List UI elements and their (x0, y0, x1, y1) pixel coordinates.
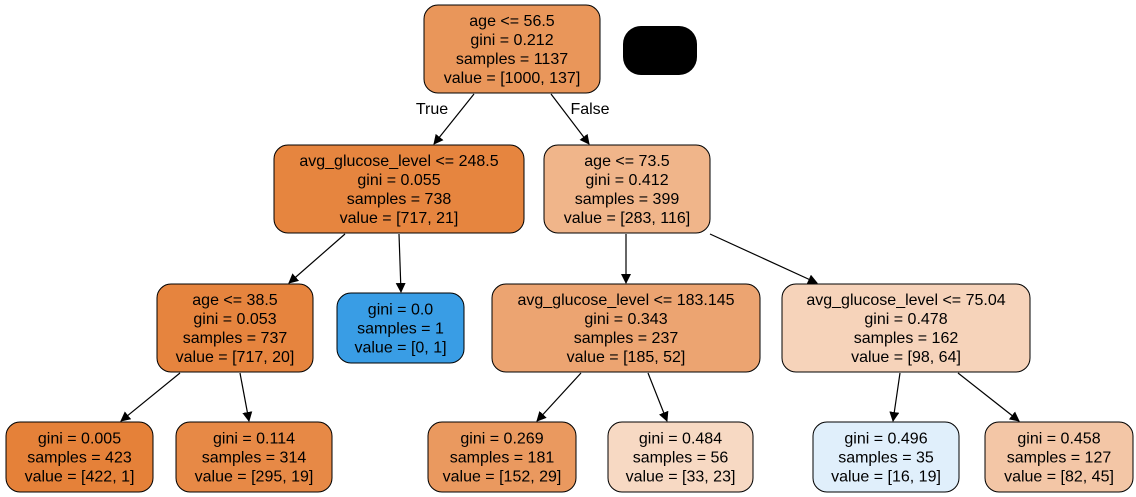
node-text-line: samples = 1 (357, 321, 444, 338)
node-text-line: gini = 0.212 (470, 32, 553, 49)
edge-right-rr (709, 233, 818, 284)
node-text-line: samples = 56 (633, 450, 729, 467)
black-legend-box (623, 26, 697, 75)
node-text-line: gini = 0.496 (844, 431, 927, 448)
node-box (781, 283, 1031, 373)
node-text-line: value = [717, 21] (340, 210, 459, 227)
node-box (543, 144, 711, 234)
node-text-line: gini = 0.484 (639, 431, 722, 448)
edge-left-ll (288, 233, 346, 284)
tree-node-right: age <= 73.5 gini = 0.412 samples = 399 valu… (543, 144, 711, 234)
node-text-line: value = [1000, 137] (444, 70, 581, 87)
edges-layer: True False (120, 93, 1020, 422)
node-text-line: value = [33, 23] (626, 469, 736, 486)
node-text-line: avg_glucose_level <= 183.145 (517, 292, 734, 309)
node-text-line: samples = 127 (1007, 450, 1112, 467)
node-text-line: avg_glucose_level <= 75.04 (806, 292, 1005, 309)
edge-root-right (550, 93, 590, 145)
node-text-line: gini = 0.114 (213, 431, 295, 448)
node-text-line: value = [16, 19] (831, 469, 941, 486)
node-box (491, 283, 761, 373)
node-text-line: value = [295, 19] (195, 469, 314, 486)
tree-node-ll: age <= 38.5 gini = 0.053 samples = 737 valu… (156, 283, 314, 373)
node-text-line: avg_glucose_level <= 248.5 (299, 153, 498, 170)
node-text-line: samples = 399 (575, 191, 680, 208)
node-text-line: gini = 0.343 (584, 311, 667, 328)
node-text-line: gini = 0.412 (585, 172, 668, 189)
node-text-line: samples = 35 (838, 450, 934, 467)
node-box (812, 421, 960, 493)
edge-rr-rrr (957, 372, 1020, 422)
node-text-line: value = [283, 116] (564, 210, 690, 227)
edge-left-lr (395, 233, 406, 293)
node-text-line: samples = 423 (27, 450, 132, 467)
edge-ll-llr (239, 372, 253, 422)
node-text-line: value = [152, 29] (443, 469, 562, 486)
node-text-line: value = [422, 1] (25, 469, 135, 486)
tree-node-rlr: gini = 0.484 samples = 56 value = [33, 23] (607, 421, 754, 493)
tree-node-rrr: gini = 0.458 samples = 127 value = [82, 45… (984, 421, 1134, 493)
node-text-line: age <= 38.5 (192, 292, 278, 309)
node-text-line: samples = 738 (347, 191, 452, 208)
node-text-line: gini = 0.053 (193, 311, 276, 328)
tree-node-rrl: gini = 0.496 samples = 35 value = [16, 19] (812, 421, 960, 493)
node-text-line: gini = 0.005 (38, 431, 121, 448)
node-box (423, 4, 601, 94)
tree-node-lll: gini = 0.005 samples = 423 value = [422, 1… (5, 421, 154, 493)
node-text-line: age <= 56.5 (469, 13, 555, 30)
edge-ll-lll (120, 372, 181, 422)
node-box (607, 421, 754, 493)
edge-label-false: False (570, 101, 609, 118)
node-box (5, 421, 154, 493)
node-text-line: gini = 0.0 (368, 302, 433, 319)
node-text-line: value = [717, 20] (176, 349, 295, 366)
tree-node-llr: gini = 0.114 samples = 314 value = [295, 1… (175, 421, 333, 493)
tree-node-rl: avg_glucose_level <= 183.145 gini = 0.343… (491, 283, 761, 373)
node-text-line: gini = 0.458 (1017, 431, 1100, 448)
node-text-line: value = [98, 64] (851, 349, 961, 366)
node-text-line: value = [0, 1] (354, 340, 446, 357)
node-text-line: value = [82, 45] (1004, 469, 1114, 486)
node-text-line: samples = 237 (574, 330, 679, 347)
edge-rr-rrl (889, 372, 901, 422)
tree-node-root: age <= 56.5 gini = 0.212 samples = 1137 val… (423, 4, 601, 94)
node-text-line: gini = 0.478 (864, 311, 947, 328)
node-box (273, 144, 525, 234)
node-text-line: samples = 181 (450, 450, 555, 467)
tree-node-rr: avg_glucose_level <= 75.04 gini = 0.478 sa… (781, 283, 1031, 373)
node-text-line: value = [185, 52] (567, 349, 686, 366)
node-box (336, 292, 465, 364)
node-text-line: gini = 0.269 (460, 431, 543, 448)
node-text-line: gini = 0.055 (357, 172, 440, 189)
nodes-layer: age <= 56.5 gini = 0.212 samples = 1137 val… (5, 4, 1134, 493)
edge-label-true: True (416, 101, 448, 118)
edge-rl-rll (536, 372, 582, 422)
edge-root-left (433, 93, 475, 145)
node-box (175, 421, 333, 493)
node-text-line: age <= 73.5 (584, 153, 670, 170)
node-text-line: samples = 162 (854, 330, 959, 347)
edge-rl-rlr (647, 372, 669, 422)
node-text-line: samples = 737 (183, 330, 288, 347)
tree-node-left: avg_glucose_level <= 248.5 gini = 0.055 sa… (273, 144, 525, 234)
node-text-line: samples = 314 (202, 450, 307, 467)
node-box (984, 421, 1134, 493)
node-box (156, 283, 314, 373)
tree-node-rll: gini = 0.269 samples = 181 value = [152, 2… (427, 421, 577, 493)
tree-node-lr: gini = 0.0 samples = 1 value = [0, 1] (336, 292, 465, 364)
node-box (427, 421, 577, 493)
node-text-line: samples = 1137 (456, 51, 568, 68)
